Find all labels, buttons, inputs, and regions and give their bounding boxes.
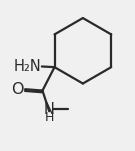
Text: N: N <box>44 102 55 117</box>
Text: H₂N: H₂N <box>13 59 41 74</box>
Text: O: O <box>11 82 24 97</box>
Text: H: H <box>45 111 54 124</box>
